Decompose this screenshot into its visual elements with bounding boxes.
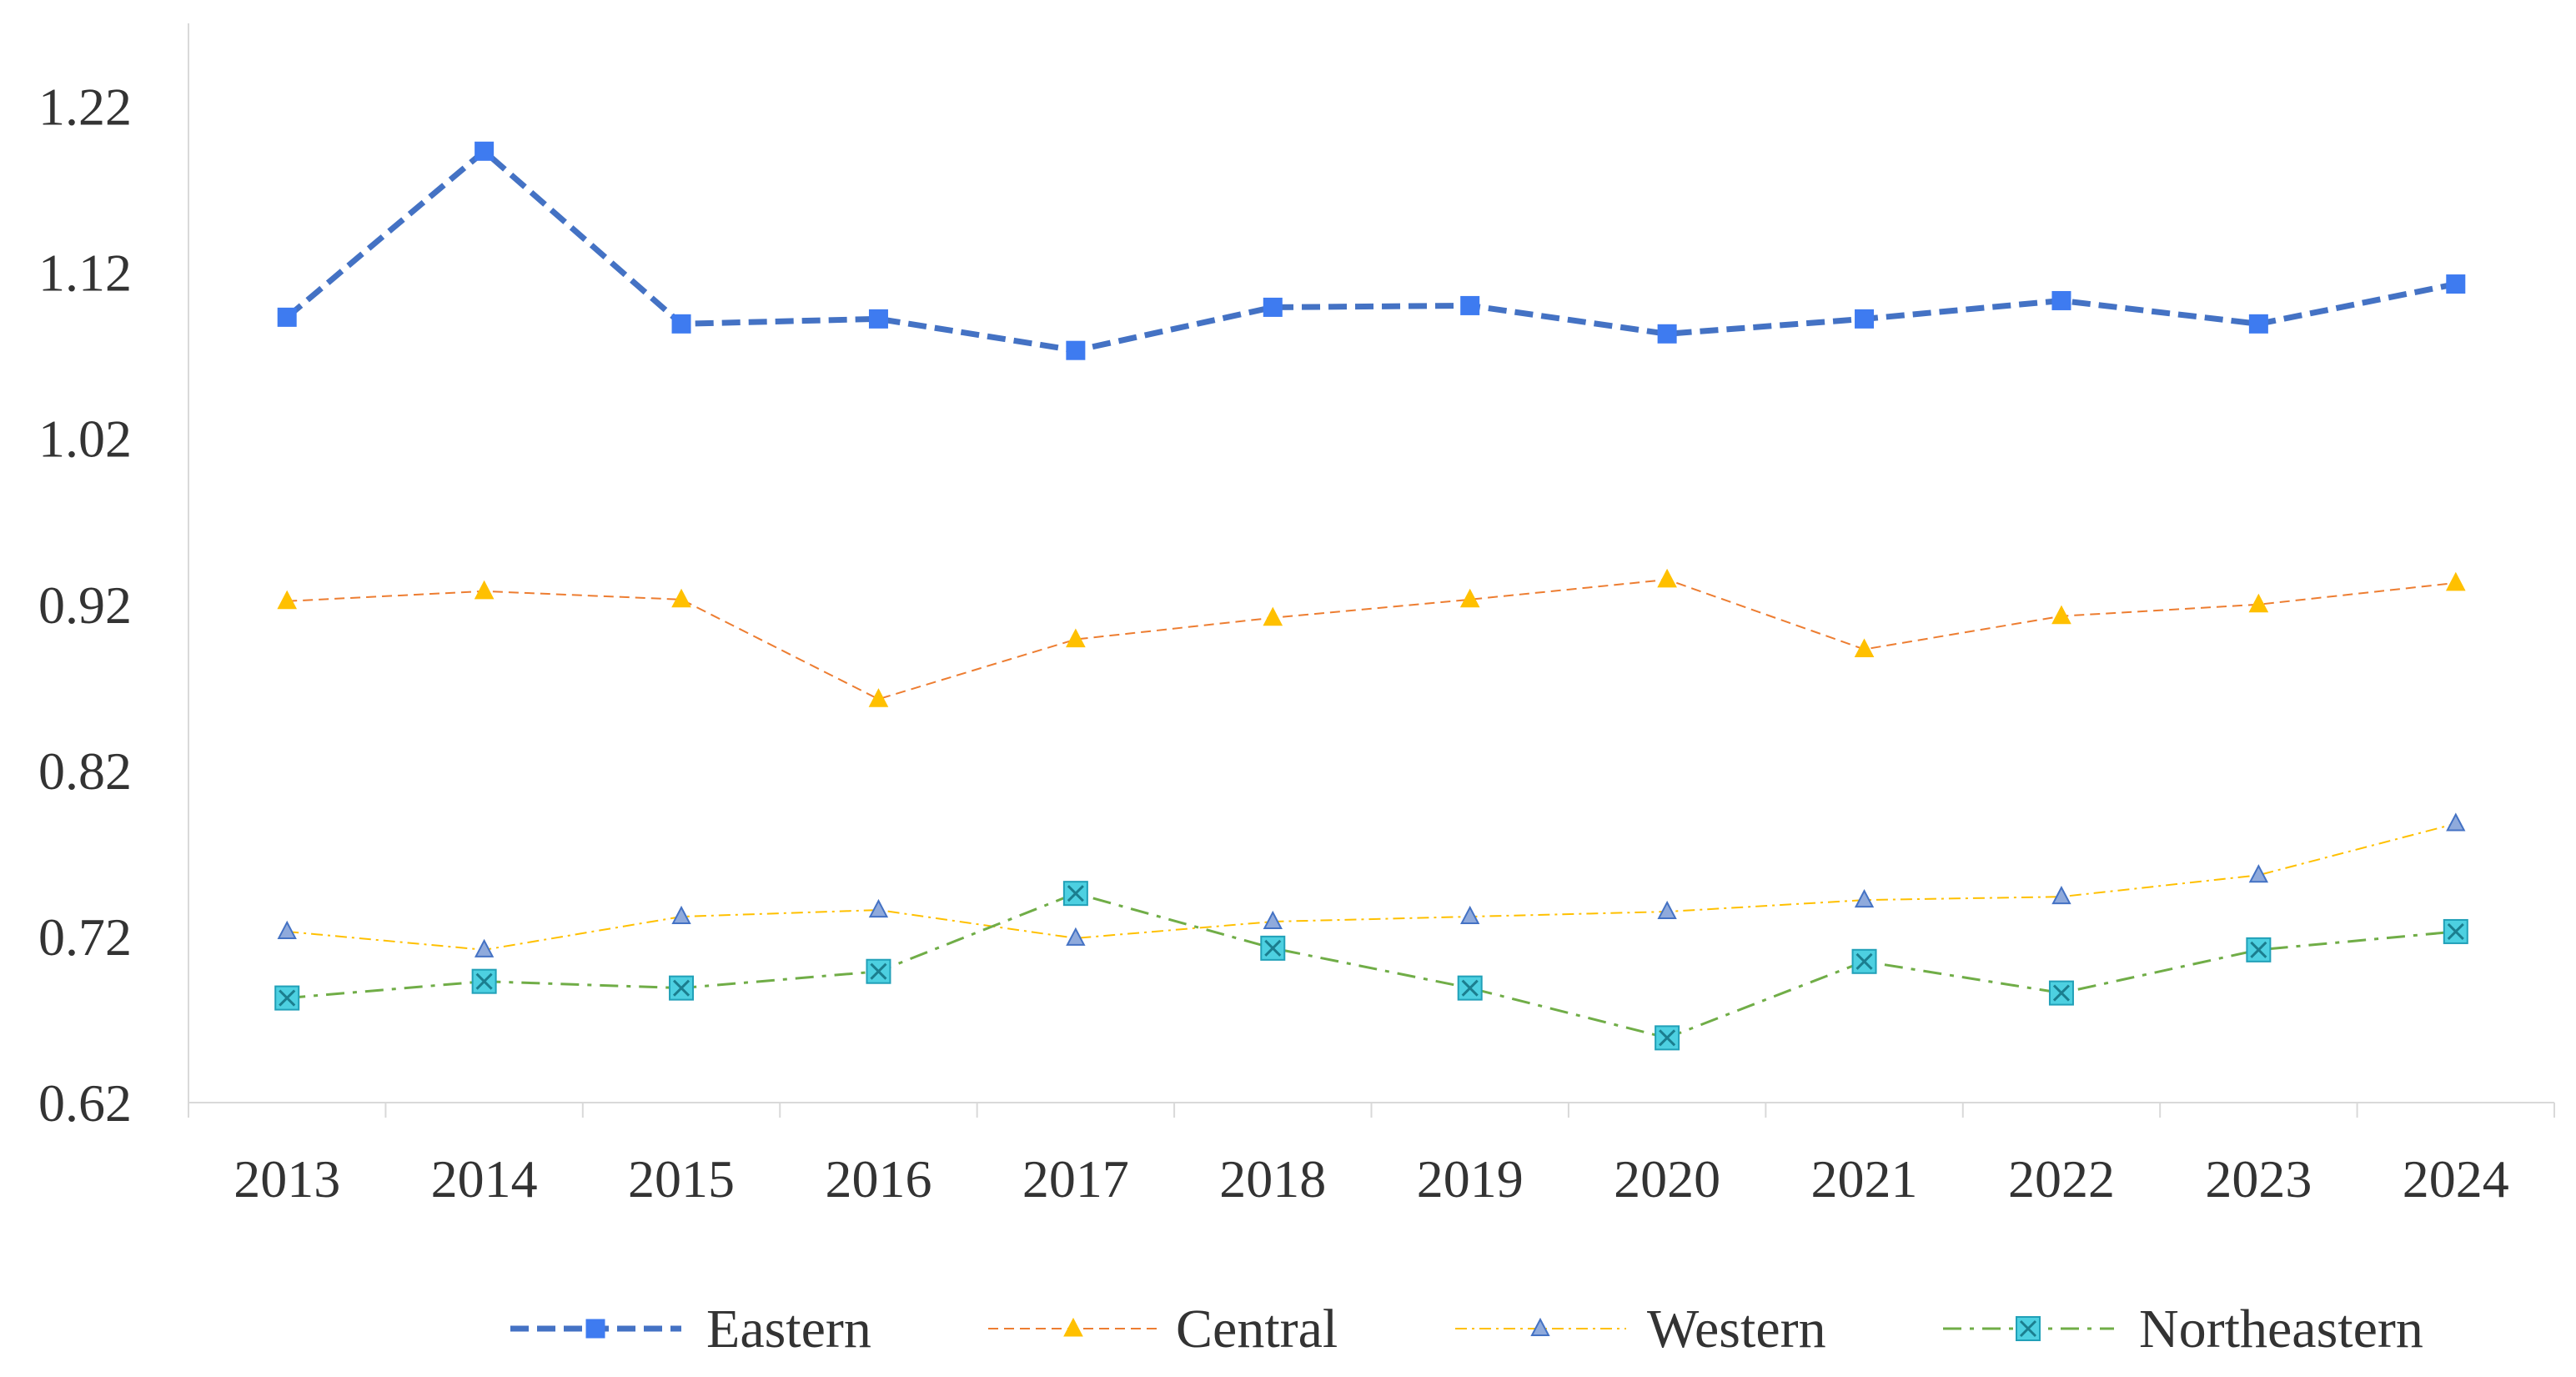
data-point-marker — [1066, 628, 1086, 648]
legend-item-northeastern: Northeastern — [1943, 1299, 2423, 1359]
x-tick-label: 2013 — [233, 1149, 340, 1209]
data-point-marker — [1530, 1317, 1550, 1336]
data-point-marker-cross — [1264, 939, 1282, 957]
data-point-marker — [277, 590, 298, 610]
y-tick-label: 1.02 — [38, 410, 132, 469]
series-lines — [274, 141, 2468, 1051]
series-western — [277, 812, 2466, 957]
data-point-marker — [2446, 812, 2466, 832]
x-tick-label: 2015 — [628, 1149, 735, 1209]
x-tick-label: 2024 — [2403, 1149, 2509, 1209]
series-central — [277, 568, 2466, 707]
data-point-marker — [2446, 274, 2466, 294]
axes: 0.62 0.72 0.82 0.92 1.02 1.12 1.22 2013 2014 2015… — [38, 23, 2555, 1209]
data-point-marker — [868, 309, 888, 329]
x-tick-label: 2017 — [1022, 1149, 1129, 1209]
data-point-marker-cross — [870, 962, 887, 980]
data-point-marker — [277, 307, 297, 327]
data-point-marker — [1854, 888, 1875, 908]
data-point-marker — [2445, 571, 2466, 591]
data-point-marker-cross — [2052, 984, 2071, 1002]
data-point-marker — [1657, 900, 1677, 920]
data-point-marker — [475, 141, 495, 161]
data-point-marker-cross — [2019, 1319, 2037, 1338]
data-point-marker — [1460, 295, 1480, 315]
data-point-marker — [1062, 881, 1088, 907]
legend-label: Western — [1647, 1299, 1826, 1359]
series-line — [287, 578, 2456, 701]
data-point-marker-cross — [2447, 922, 2464, 941]
legend-item-central: Central — [988, 1299, 1338, 1359]
data-point-marker — [671, 314, 691, 334]
data-point-marker — [1263, 606, 1283, 626]
x-tick-label: 2020 — [1614, 1149, 1720, 1209]
data-point-marker — [474, 938, 495, 957]
y-tick-label: 0.92 — [38, 575, 132, 635]
x-tick-label: 2019 — [1417, 1149, 1524, 1209]
data-point-marker — [868, 688, 889, 707]
legend-label: Northeastern — [2139, 1299, 2423, 1359]
legend-item-western: Western — [1455, 1299, 1826, 1359]
data-point-marker — [2051, 290, 2071, 310]
data-point-marker — [2248, 314, 2268, 334]
x-tick-label: 2018 — [1219, 1149, 1326, 1209]
data-point-marker — [277, 920, 297, 939]
data-point-marker — [2248, 864, 2269, 883]
data-point-marker-cross — [475, 972, 493, 990]
y-tick-label: 0.62 — [38, 1073, 132, 1133]
data-point-marker — [1855, 309, 1875, 329]
y-tick-label: 0.82 — [38, 741, 132, 801]
data-point-marker — [1657, 568, 1677, 588]
data-point-marker — [1459, 588, 1480, 608]
legend-label: Eastern — [706, 1299, 871, 1359]
legend: Eastern Central Western Northeastern — [510, 1299, 2423, 1359]
data-point-marker — [2051, 885, 2071, 905]
data-point-marker — [1063, 1317, 1083, 1337]
data-point-marker-cross — [1855, 952, 1873, 970]
series-northeastern — [274, 881, 2468, 1051]
data-point-marker — [1066, 927, 1086, 946]
data-point-marker — [1657, 324, 1677, 344]
x-tick-label: 2016 — [825, 1149, 931, 1209]
data-point-marker — [1263, 297, 1283, 317]
data-point-marker — [2051, 605, 2071, 625]
data-point-marker — [1066, 340, 1086, 360]
y-tick-label: 0.72 — [38, 907, 132, 967]
data-point-marker — [1854, 638, 1875, 658]
series-line — [287, 822, 2457, 951]
data-point-marker — [2248, 593, 2269, 613]
series-eastern — [277, 141, 2466, 360]
y-tick-label: 1.22 — [38, 78, 132, 137]
x-tick-label: 2023 — [2205, 1149, 2312, 1209]
data-point-marker — [671, 588, 691, 608]
legend-label: Central — [1176, 1299, 1338, 1359]
data-point-marker-cross — [1461, 979, 1479, 997]
y-tick-label: 1.12 — [38, 244, 132, 303]
data-point-marker — [474, 580, 495, 600]
data-point-marker-cross — [2250, 941, 2267, 958]
data-point-marker — [585, 1319, 605, 1339]
x-tick-label: 2014 — [431, 1149, 538, 1209]
data-point-marker — [2246, 937, 2272, 962]
data-point-marker-cross — [279, 989, 296, 1007]
data-point-marker — [1260, 935, 1286, 961]
data-point-marker-cross — [1067, 885, 1084, 902]
data-point-marker — [868, 898, 889, 918]
data-point-marker-cross — [672, 979, 690, 997]
series-line — [287, 892, 2456, 1039]
data-point-marker — [1263, 910, 1283, 930]
legend-item-eastern: Eastern — [510, 1299, 871, 1359]
data-point-marker — [1460, 905, 1480, 925]
series-line — [284, 148, 2457, 354]
data-point-marker-cross — [1659, 1029, 1676, 1047]
x-tick-label: 2022 — [2008, 1149, 2115, 1209]
x-tick-label: 2021 — [1811, 1149, 1918, 1209]
data-point-marker — [671, 905, 691, 925]
